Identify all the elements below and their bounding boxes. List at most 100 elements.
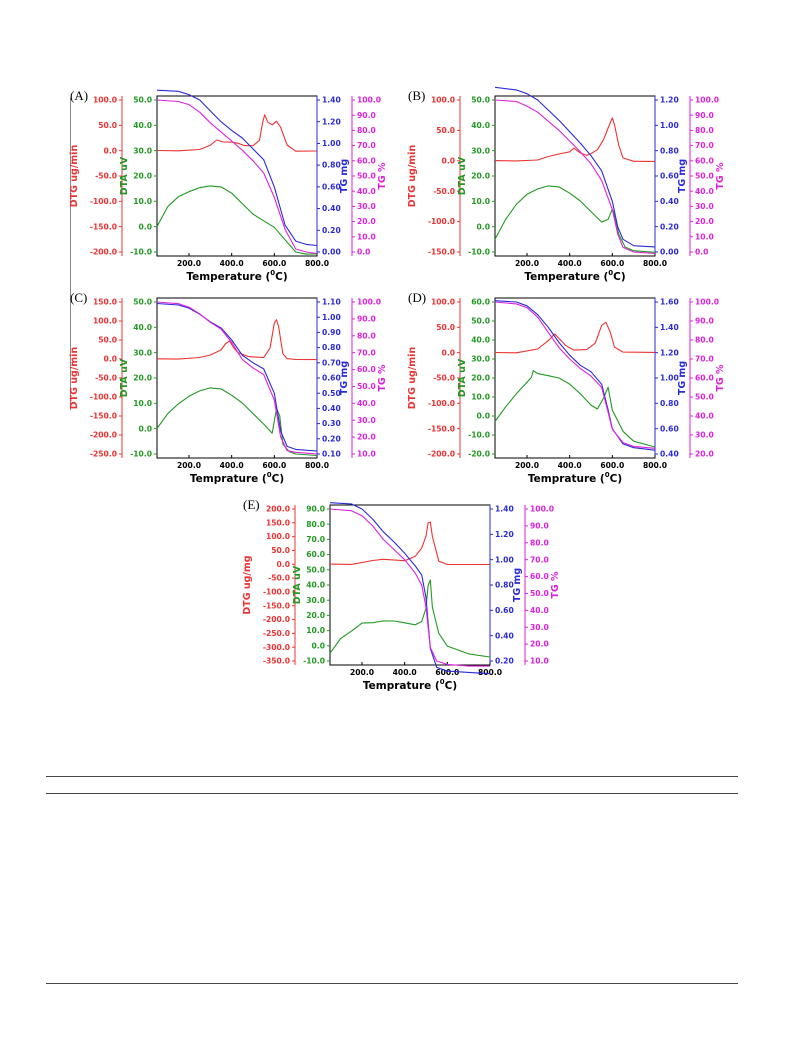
x-tick-label: 200.0: [177, 259, 201, 268]
axis-dta: 50.0 40.0 30.0 20.0 10.0 0.0 -10.0 DTA uV: [119, 298, 158, 459]
axis-title-tgp: TG %: [377, 162, 388, 190]
axis-title-tgmg: TG mg: [677, 361, 688, 395]
tick-label-tgmg: 1.00: [322, 313, 341, 322]
tick-label-tgp: 90.0: [357, 111, 376, 120]
tick-label-dtg: -100.0: [428, 217, 455, 226]
tick-label-tgp: 70.0: [357, 141, 376, 150]
axis-tgp: 100.0 90.0 80.0 70.0 60.0 50.0 40.0 30.0 20.0 10.…: [351, 96, 388, 257]
tick-label-dta: 30.0: [471, 146, 490, 155]
panel-label: (E): [243, 497, 260, 512]
x-tick-label: 200.0: [350, 668, 374, 677]
tick-label-tgmg: 0.60: [322, 182, 341, 191]
x-tick-label: 200.0: [515, 259, 539, 268]
tick-label-dta: -10.0: [130, 450, 152, 459]
tick-label-dta: 10.0: [306, 626, 325, 635]
x-tick-label: 600.0: [262, 259, 286, 268]
tick-label-tgmg: 0.40: [322, 404, 341, 413]
tick-label-tgp: 40.0: [357, 187, 376, 196]
axis-dta: 50.0 40.0 30.0 20.0 10.0 0.0 -10.0 DTA uV: [119, 96, 158, 257]
tick-label-dtg: 0.0: [104, 146, 117, 155]
tick-label-dta: 90.0: [306, 505, 325, 514]
axis-title-tgp: TG %: [377, 364, 388, 392]
tick-label-tgp: 40.0: [695, 412, 714, 421]
tick-label-dtg: 0.0: [277, 560, 290, 569]
panel-label: (C): [70, 290, 87, 305]
tick-label-tgmg: 0.90: [322, 328, 341, 337]
tick-label-dtg: 100.0: [93, 96, 117, 105]
tick-label-tgp: 50.0: [357, 382, 376, 391]
plot-frame: [329, 504, 491, 666]
series-line-dta: [494, 370, 656, 448]
tick-label-dtg: -350.0: [263, 657, 290, 666]
panel-label: (B): [408, 88, 425, 103]
tick-label-tgp: 70.0: [695, 355, 714, 364]
x-tick-label: 200.0: [177, 461, 201, 470]
tick-label-dtg: -100.0: [90, 393, 117, 402]
axis-title-dtg: DTG ug/min: [407, 145, 418, 208]
x-tick-label: 800.0: [305, 259, 329, 268]
tick-label-dtg: -150.0: [90, 222, 117, 231]
tick-label-dtg: -150.0: [263, 601, 290, 610]
x-tick-label: 400.0: [558, 461, 582, 470]
tick-label-dta: 60.0: [306, 550, 325, 559]
panel-c: (C) 150.0 100.0 50.0 0.0 -50.0 -100.0 -150.0 -20…: [62, 286, 402, 486]
tick-label-dta: 20.0: [471, 172, 490, 181]
tick-label-tgmg: 0.10: [322, 450, 341, 459]
tick-label-tgmg: 0.40: [660, 197, 679, 206]
tick-label-tgmg: 0.50: [322, 389, 341, 398]
tick-label-dtg: 0.0: [442, 156, 455, 165]
axis-dta: 90.0 80.0 70.0 60.0 50.0 40.0 30.0 20.0 10.0 0.0 -…: [292, 505, 331, 666]
tick-label-dtg: 100.0: [431, 298, 455, 307]
tick-label-tgp: 30.0: [530, 623, 549, 632]
tick-label-tgp: 10.0: [357, 450, 376, 459]
tick-label-tgp: 90.0: [530, 521, 549, 530]
axis-title-dta: DTA uV: [457, 156, 468, 195]
tick-label-tgmg: 0.40: [322, 204, 341, 213]
axis-title-tgmg: TG mg: [339, 361, 350, 395]
tick-label-tgmg: 0.80: [495, 581, 514, 590]
series-line-dta: [156, 185, 318, 255]
tick-label-dtg: -150.0: [90, 412, 117, 421]
tick-label-dta: 20.0: [133, 172, 152, 181]
tick-label-tgp: 80.0: [695, 336, 714, 345]
x-tick-label: 600.0: [262, 461, 286, 470]
table-header-rule: [46, 793, 738, 794]
x-axis-title: Temprature (0C): [363, 678, 457, 692]
table-bottom-rule: [46, 983, 738, 984]
tick-label-tgmg: 0.30: [322, 419, 341, 428]
tick-label-dta: 70.0: [306, 535, 325, 544]
tick-label-dtg: -250.0: [90, 450, 117, 459]
tick-label-tgp: 30.0: [357, 202, 376, 211]
tick-label-dta: 40.0: [471, 121, 490, 130]
panel-b: (B) 100.0 50.0 0.0 -50.0 -100.0 -150.0 DTG ug/m…: [400, 84, 740, 284]
axis-tgmg: 1.20 1.00 0.80 0.60 0.40 0.20 0.00 TG mg: [654, 96, 688, 257]
tick-label-tgp: 20.0: [357, 217, 376, 226]
tick-label-tgmg: 0.00: [660, 248, 679, 257]
tick-label-tgp: 80.0: [530, 538, 549, 547]
tick-label-dtg: 50.0: [436, 126, 455, 135]
tick-label-tgp: 70.0: [695, 141, 714, 150]
tick-label-tgp: 60.0: [357, 365, 376, 374]
tick-label-tgmg: 0.80: [660, 399, 679, 408]
tick-label-tgp: 20.0: [357, 433, 376, 442]
tick-label-tgmg: 0.20: [660, 222, 679, 231]
axis-title-tgmg: TG mg: [339, 159, 350, 193]
tick-label-tgp: 80.0: [357, 126, 376, 135]
tick-label-tgmg: 0.80: [322, 343, 341, 352]
tick-label-dta: -20.0: [468, 450, 490, 459]
tick-label-dta: 0.0: [477, 222, 490, 231]
x-axis-title: Temprature (0C): [190, 471, 284, 485]
tick-label-tgp: 10.0: [357, 232, 376, 241]
axis-tgp: 100.0 90.0 80.0 70.0 60.0 50.0 40.0 30.0 20.0 TG …: [689, 298, 726, 459]
tick-label-dta: 0.0: [477, 412, 490, 421]
tick-label-dta: 50.0: [133, 298, 152, 307]
tick-label-dta: -10.0: [468, 248, 490, 257]
axis-title-tgp: TG %: [550, 571, 561, 599]
tick-label-tgp: 90.0: [357, 314, 376, 323]
tick-label-tgp: 90.0: [695, 111, 714, 120]
x-tick-label: 600.0: [435, 668, 459, 677]
x-tick-label: 600.0: [600, 259, 624, 268]
tick-label-dtg: 150.0: [266, 518, 290, 527]
axis-tgp: 100.0 90.0 80.0 70.0 60.0 50.0 40.0 30.0 20.0 10.…: [351, 298, 388, 459]
series-line-dta: [156, 387, 318, 457]
